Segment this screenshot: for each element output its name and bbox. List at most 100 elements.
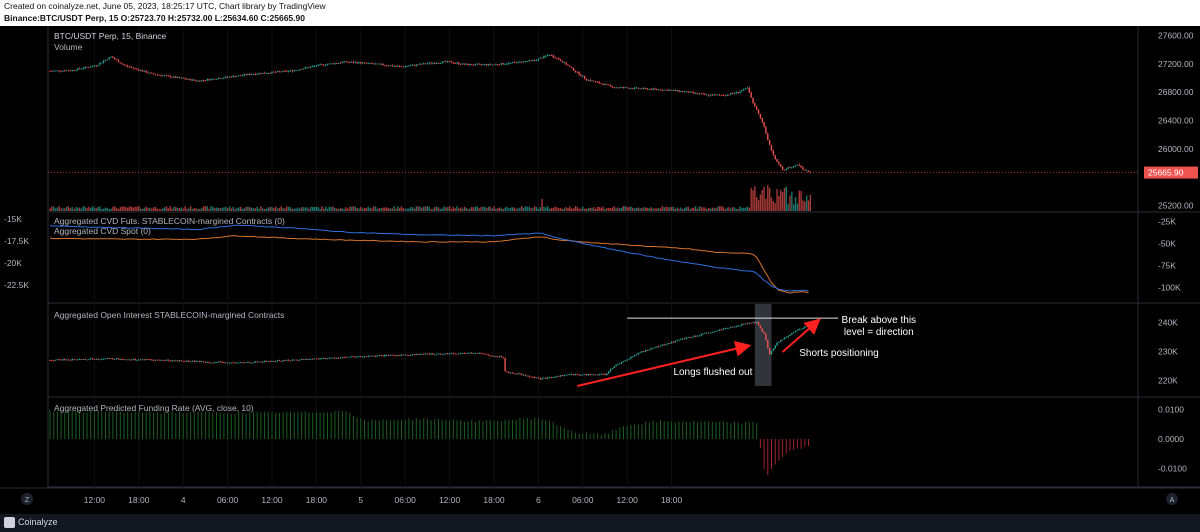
oi-candle [151, 359, 153, 361]
price-candle [611, 85, 614, 88]
oi-candle [65, 359, 68, 361]
price-candle [615, 87, 617, 89]
price-candle [650, 89, 652, 90]
funding-bar [734, 421, 735, 440]
oi-candle [360, 356, 362, 358]
volume-bar [349, 206, 351, 211]
funding-bar [608, 433, 610, 440]
funding-bar [301, 412, 303, 440]
oi-candle [145, 359, 147, 360]
x-axis-tick: 18:00 [128, 495, 150, 505]
funding-bar [197, 412, 199, 440]
volume-bar [702, 207, 704, 211]
volume-bar [687, 206, 689, 211]
funding-bar [630, 424, 632, 440]
oi-candle [437, 353, 440, 355]
chart-area[interactable]: 27600.00 27200.00 26800.00 26400.00 26000.00… [0, 26, 1200, 514]
oi-candle [694, 335, 697, 337]
price-candle [369, 62, 371, 64]
volume-bar [88, 206, 90, 211]
volume-bar [713, 208, 715, 211]
price-candle [336, 63, 338, 64]
volume-bar [785, 186, 787, 211]
price-candle [391, 65, 393, 67]
oi-candle [104, 358, 107, 360]
funding-bar [160, 413, 162, 440]
volume-bar [589, 207, 591, 211]
funding-bar [430, 420, 432, 440]
funding-bar [75, 411, 77, 440]
price-candle [406, 66, 408, 67]
funding-bar [663, 421, 665, 440]
funding-bar [471, 419, 473, 440]
funding-bar [593, 433, 595, 440]
price-candle [387, 65, 390, 67]
volume-bar [715, 207, 717, 211]
volume-bar [780, 189, 782, 211]
price-candle [206, 79, 208, 81]
last-price-tag [1144, 166, 1198, 179]
oi-candle [585, 374, 588, 376]
oi-candle [739, 325, 741, 327]
oi-candle [173, 360, 175, 362]
price-candle [167, 75, 170, 77]
funding-bar [456, 420, 458, 440]
price-candle [609, 85, 612, 86]
oi-candle [395, 355, 397, 357]
volume-bar [154, 206, 157, 211]
funding-bar [386, 419, 388, 440]
price-candle [119, 62, 121, 64]
price-candle [465, 63, 467, 65]
funding-bar [364, 419, 365, 440]
price-candle [69, 70, 72, 72]
x-axis-tick: 06:00 [395, 495, 417, 505]
volume-bar [724, 208, 726, 211]
oi-candle [804, 326, 806, 329]
oi-candle [369, 355, 371, 357]
volume-bar [65, 206, 68, 211]
volume-bar [374, 206, 377, 211]
annotation-longs-flushed: Longs flushed out [673, 367, 752, 378]
price-candle [558, 58, 560, 60]
price-candle [236, 76, 238, 77]
volume-bar [289, 207, 292, 211]
coinalyze-logo-icon [4, 517, 15, 528]
volume-bar [313, 206, 316, 211]
price-candle [685, 91, 688, 93]
oi-candle [445, 353, 447, 355]
volume-bar [241, 208, 244, 211]
volume-bar [469, 208, 471, 211]
funding-bar [722, 421, 724, 440]
funding-bar [500, 421, 502, 440]
price-candle [93, 65, 96, 67]
price-axis-tick: 26800.00 [1158, 87, 1194, 97]
price-candle [613, 87, 615, 89]
funding-bar [216, 412, 217, 440]
oi-candle [386, 354, 388, 356]
price-candle [176, 77, 179, 78]
chart-svg[interactable]: 27600.0027200.0026800.0026400.0026000.00… [0, 26, 1200, 514]
cvd-right-axis-tick: -75K [1158, 261, 1176, 271]
volume-bar [308, 208, 310, 211]
volume-bar [500, 208, 503, 211]
price-candle [687, 91, 689, 93]
oi-candle [800, 328, 802, 330]
price-candle [356, 62, 358, 64]
price-candle [707, 94, 710, 96]
volume-bar [71, 207, 73, 211]
oi-candle [619, 363, 621, 365]
volume-bar [768, 188, 771, 211]
price-candle [491, 64, 493, 66]
funding-bar [267, 411, 269, 440]
price-candle [739, 91, 741, 93]
oi-candle [685, 337, 688, 340]
price-candle [776, 159, 778, 163]
volume-bar [69, 208, 72, 211]
price-candle [361, 62, 364, 64]
volume-bar [234, 208, 236, 211]
oi-candle [805, 325, 808, 327]
price-candle [469, 64, 471, 66]
price-candle [783, 169, 786, 171]
oi-candle [693, 335, 695, 337]
oi-candle [757, 321, 760, 326]
